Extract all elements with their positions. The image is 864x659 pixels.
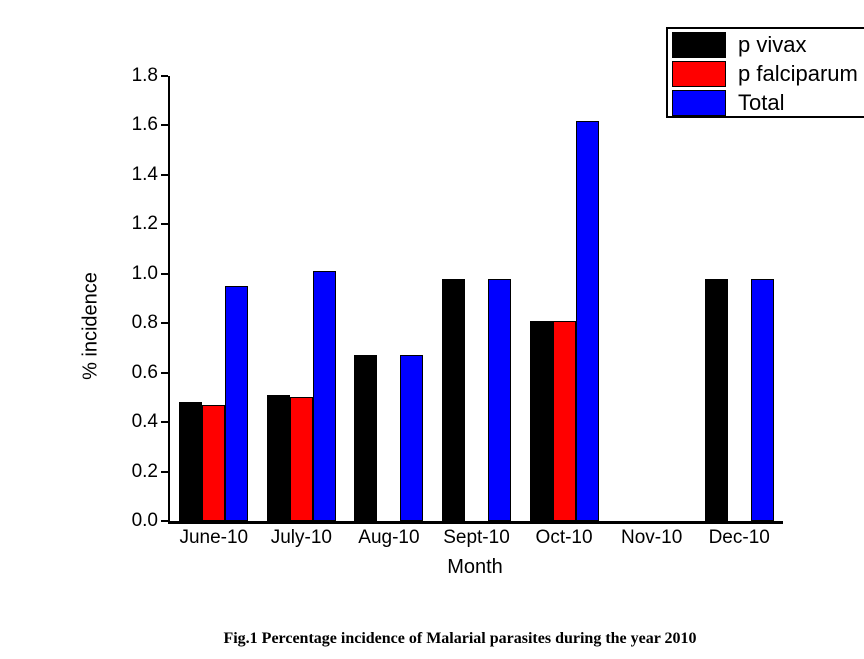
bar-p-vivax-aug-10 bbox=[354, 355, 378, 521]
y-tick-label-1-6: 1.6 bbox=[131, 114, 158, 136]
bar-p-vivax-oct-10 bbox=[529, 320, 553, 521]
bar-p-falciparum-july-10 bbox=[289, 397, 313, 521]
legend-label-p-vivax: p vivax bbox=[738, 32, 807, 57]
y-tick-label-1-0: 1.0 bbox=[131, 262, 158, 284]
y-tick-label-1-8: 1.8 bbox=[131, 65, 158, 86]
y-tick-1-8 bbox=[161, 75, 168, 77]
y-tick-label-0-0: 0.0 bbox=[131, 510, 158, 531]
bar-total-oct-10 bbox=[575, 120, 599, 521]
x-tick-label-sept-10: Sept-10 bbox=[443, 527, 510, 548]
y-tick-label-1-4: 1.4 bbox=[131, 163, 158, 185]
x-tick-label-dec-10: Dec-10 bbox=[708, 527, 770, 548]
bar-p-vivax-sept-10 bbox=[442, 278, 465, 521]
y-tick-label-0-6: 0.6 bbox=[131, 361, 158, 383]
x-tick-label-oct-10: Oct-10 bbox=[535, 527, 593, 548]
y-tick-label-0-8: 0.8 bbox=[131, 312, 158, 334]
legend-swatch-total bbox=[672, 90, 726, 116]
x-tick-label-july-10: July-10 bbox=[270, 527, 332, 548]
legend-swatch-p-falciparum bbox=[672, 61, 726, 87]
bar-total-aug-10 bbox=[400, 355, 424, 521]
x-tick-label-june-10: June-10 bbox=[179, 527, 249, 548]
bar-p-vivax-dec-10 bbox=[704, 278, 728, 521]
legend-label-total: Total bbox=[738, 90, 785, 115]
x-tick-label-aug-10: Aug-10 bbox=[358, 527, 420, 548]
y-tick-1-0 bbox=[161, 272, 168, 275]
plot-area: 0.0 0.2 0.4 0.6 0.8 1.0 1.2 1.4 1.6 1.8 June-10 Jul… bbox=[132, 65, 783, 548]
legend-label-p-falciparum: p falciparum bbox=[738, 61, 858, 86]
bar-total-july-10 bbox=[312, 271, 336, 521]
legend-item-p-falciparum: p falciparum bbox=[672, 60, 864, 88]
y-tick-0-0 bbox=[161, 520, 168, 522]
y-tick-0-2 bbox=[161, 470, 168, 473]
figure-caption: Fig.1 Percentage incidence of Malarial p… bbox=[223, 630, 697, 647]
x-tick-label-nov-10: Nov-10 bbox=[621, 527, 683, 548]
y-tick-label-1-2: 1.2 bbox=[131, 213, 158, 235]
bar-total-dec-10 bbox=[750, 278, 774, 521]
bar-total-june-10 bbox=[225, 286, 249, 521]
y-tick-1-4 bbox=[161, 173, 168, 176]
legend-swatch-p-vivax bbox=[672, 32, 726, 58]
y-tick-label-0-2: 0.2 bbox=[131, 460, 158, 482]
y-tick-0-4 bbox=[161, 421, 168, 424]
y-tick-label-0-4: 0.4 bbox=[131, 411, 158, 433]
y-tick-0-8 bbox=[161, 322, 168, 325]
bar-p-vivax-july-10 bbox=[266, 394, 290, 521]
legend: p vivax p falciparum Total bbox=[666, 27, 864, 118]
y-tick-1-6 bbox=[161, 124, 168, 127]
bar-total-sept-10 bbox=[488, 278, 511, 521]
y-tick-1-2 bbox=[161, 223, 168, 226]
legend-item-total: Total bbox=[672, 89, 864, 117]
bar-p-falciparum-oct-10 bbox=[552, 320, 576, 521]
x-axis-title: Month bbox=[447, 556, 503, 578]
bar-p-vivax-june-10 bbox=[179, 402, 203, 521]
y-tick-0-6 bbox=[161, 371, 168, 374]
legend-item-p-vivax: p vivax bbox=[672, 31, 864, 59]
bar-p-falciparum-june-10 bbox=[202, 404, 226, 521]
